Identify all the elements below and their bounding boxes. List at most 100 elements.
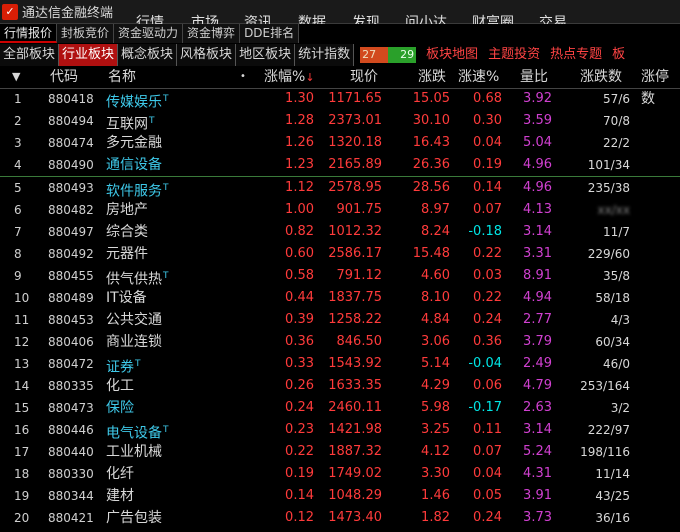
subtab-quote[interactable]: 行情报价 bbox=[0, 24, 58, 43]
col-pct-change-label: 涨幅% bbox=[264, 69, 306, 85]
row-index: 13 bbox=[14, 353, 29, 375]
link-sector-map[interactable]: 板块地图 bbox=[426, 47, 479, 62]
sector-code-value: 880455 bbox=[48, 269, 94, 283]
row-index: 15 bbox=[14, 397, 29, 419]
speed: 0.03 bbox=[456, 265, 502, 287]
price-value: 1543.92 bbox=[328, 356, 382, 371]
speed: -0.04 bbox=[456, 353, 502, 375]
change: 16.43 bbox=[390, 132, 450, 154]
col-pct-change[interactable]: 涨幅%↓ bbox=[264, 66, 315, 89]
price-value: 2578.95 bbox=[328, 180, 382, 195]
price-value: 2586.17 bbox=[328, 246, 382, 261]
sector-code-value: 880493 bbox=[48, 181, 94, 195]
pct-change-value: 1.28 bbox=[285, 113, 314, 128]
change-value: 1.82 bbox=[421, 510, 450, 525]
table-row[interactable]: 12 880406 商业连锁 0.36 846.50 3.06 0.36 3.79 60/34 bbox=[0, 331, 680, 353]
col-updown-count[interactable]: 涨跌数 bbox=[580, 69, 622, 85]
table-row[interactable]: 4 880490 通信设备 1.23 2165.89 26.36 0.19 4.96 101/3… bbox=[0, 154, 680, 177]
change: 4.84 bbox=[390, 309, 450, 331]
updown-count: 4/3 bbox=[574, 309, 630, 331]
updown-count-value: 4/3 bbox=[610, 313, 630, 327]
subtab-fund-game[interactable]: 资金博弈 bbox=[183, 24, 241, 43]
table-row[interactable]: 7 880497 综合类 0.82 1012.32 8.24 -0.18 3.14 11/7 bbox=[0, 221, 680, 243]
table-row[interactable]: 2 880494 互联网T 1.28 2373.01 30.10 0.30 3.59 70/8 bbox=[0, 110, 680, 133]
change-value: 4.12 bbox=[421, 444, 450, 459]
price: 1473.40 bbox=[316, 507, 382, 529]
table-row[interactable]: 9 880455 供气供热T 0.58 791.12 4.60 0.03 8.91 35/8 bbox=[0, 265, 680, 288]
sector-name-value: 证券 bbox=[106, 359, 134, 376]
table-row[interactable]: 13 880472 证券T 0.33 1543.92 5.14 -0.04 2.49 46/0 bbox=[0, 353, 680, 376]
sector-name-value: 供气供热 bbox=[106, 271, 162, 288]
change-value: 8.10 bbox=[421, 290, 450, 305]
table-row[interactable]: 11 880453 公共交通 0.39 1258.22 4.84 0.24 2.77 4/3 bbox=[0, 309, 680, 331]
subtab-dde[interactable]: DDE排名 bbox=[240, 24, 300, 43]
sector-name: 公共交通 bbox=[106, 309, 162, 331]
tab-style-sectors[interactable]: 风格板块 bbox=[177, 44, 237, 66]
table-row[interactable]: 20 880421 广告包装 0.12 1473.40 1.82 0.24 3.73 36/16 bbox=[0, 507, 680, 529]
tab-all-sectors[interactable]: 全部板块 bbox=[0, 44, 60, 66]
sort-desc-icon: ↓ bbox=[305, 71, 315, 84]
sector-code-value: 880497 bbox=[48, 225, 94, 239]
table-row[interactable]: 10 880489 IT设备 0.44 1837.75 8.10 0.22 4.94 58/18 bbox=[0, 287, 680, 309]
col-limit-up[interactable]: 涨停数 bbox=[641, 69, 669, 107]
price-value: 1473.40 bbox=[328, 510, 382, 525]
link-hot-topic[interactable]: 热点专题 bbox=[550, 47, 603, 62]
table-row[interactable]: 5 880493 软件服务T 1.12 2578.95 28.56 0.14 4.96 235/… bbox=[0, 177, 680, 200]
volume-ratio-value: 4.13 bbox=[523, 202, 552, 217]
sector-name-value: 工业机械 bbox=[106, 444, 162, 460]
table-row[interactable]: 19 880344 建材 0.14 1048.29 1.46 0.05 3.91 43/25 bbox=[0, 485, 680, 507]
price: 2578.95 bbox=[316, 177, 382, 199]
updown-bar: 27 29 bbox=[360, 47, 417, 63]
table-row[interactable]: 15 880473 保险 0.24 2460.11 5.98 -0.17 2.63 3/2 bbox=[0, 397, 680, 419]
col-code[interactable]: 代码 bbox=[50, 69, 78, 85]
tab-stat-index[interactable]: 统计指数 bbox=[295, 44, 355, 66]
sector-name: 电气设备T bbox=[106, 419, 169, 445]
volume-ratio: 4.96 bbox=[510, 154, 552, 176]
tab-concept-sectors[interactable]: 概念板块 bbox=[118, 44, 178, 66]
sub-tabs: 行情报价 封板竞价 资金驱动力 资金博弈 DDE排名 bbox=[0, 24, 680, 43]
col-price[interactable]: 现价 bbox=[350, 69, 378, 85]
link-theme-invest[interactable]: 主题投资 bbox=[488, 47, 541, 62]
volume-ratio-value: 3.14 bbox=[523, 422, 552, 437]
table-row[interactable]: 16 880446 电气设备T 0.23 1421.98 3.25 0.11 3.14 222/… bbox=[0, 419, 680, 442]
table-row[interactable]: 18 880330 化纤 0.19 1749.02 3.30 0.04 4.31 11/14 bbox=[0, 463, 680, 485]
speed-value: 0.04 bbox=[473, 466, 502, 481]
link-more[interactable]: 板 bbox=[612, 47, 626, 62]
up-count: 27 bbox=[360, 47, 389, 63]
subtab-fund-drive[interactable]: 资金驱动力 bbox=[114, 24, 184, 43]
table-row[interactable]: 6 880482 房地产 1.00 901.75 8.97 0.07 4.13 xx/xx bbox=[0, 199, 680, 221]
subtab-auction[interactable]: 封板竞价 bbox=[57, 24, 115, 43]
pct-change: 0.26 bbox=[236, 375, 314, 397]
price-value: 791.12 bbox=[336, 268, 383, 283]
row-index: 5 bbox=[14, 177, 22, 199]
table-row[interactable]: 8 880492 元器件 0.60 2586.17 15.48 0.22 3.31 229/60 bbox=[0, 243, 680, 265]
row-index-value: 12 bbox=[14, 335, 30, 349]
sector-name: 软件服务T bbox=[106, 177, 169, 203]
sector-code-value: 880453 bbox=[48, 313, 94, 327]
speed-value: 0.06 bbox=[473, 378, 502, 393]
table-row[interactable]: 14 880335 化工 0.26 1633.35 4.29 0.06 4.79 253/164 bbox=[0, 375, 680, 397]
col-volume-ratio[interactable]: 量比 bbox=[520, 69, 548, 85]
pct-change: 0.14 bbox=[236, 485, 314, 507]
sort-dropdown-icon[interactable]: ▼ bbox=[12, 70, 21, 83]
table-row[interactable]: 3 880474 多元金融 1.26 1320.18 16.43 0.04 5.04 22/2 bbox=[0, 132, 680, 154]
tab-region-sectors[interactable]: 地区板块 bbox=[236, 44, 296, 66]
col-name[interactable]: 名称 bbox=[108, 69, 136, 85]
row-index: 14 bbox=[14, 375, 29, 397]
volume-ratio: 2.63 bbox=[510, 397, 552, 419]
change: 8.24 bbox=[390, 221, 450, 243]
sector-code: 880497 bbox=[48, 221, 94, 243]
col-change[interactable]: 涨跌 bbox=[418, 69, 446, 85]
col-speed[interactable]: 涨速% bbox=[458, 69, 500, 85]
volume-ratio: 5.04 bbox=[510, 132, 552, 154]
tab-industry-sectors[interactable]: 行业板块 bbox=[59, 44, 119, 66]
price-value: 846.50 bbox=[336, 334, 383, 349]
table-row[interactable]: 17 880440 工业机械 0.22 1887.32 4.12 0.07 5.24 198/1… bbox=[0, 441, 680, 463]
table-row[interactable]: 1 880418 传媒娱乐T 1.30 1171.65 15.05 0.68 3.92 57/6 bbox=[0, 88, 680, 111]
speed: -0.18 bbox=[456, 221, 502, 243]
sector-table: 1 880418 传媒娱乐T 1.30 1171.65 15.05 0.68 3.92 57/6… bbox=[0, 88, 680, 529]
tag-t-icon: T bbox=[163, 183, 169, 193]
price: 2165.89 bbox=[316, 154, 382, 176]
sector-code: 880406 bbox=[48, 331, 94, 353]
pct-change-value: 0.82 bbox=[285, 224, 314, 239]
